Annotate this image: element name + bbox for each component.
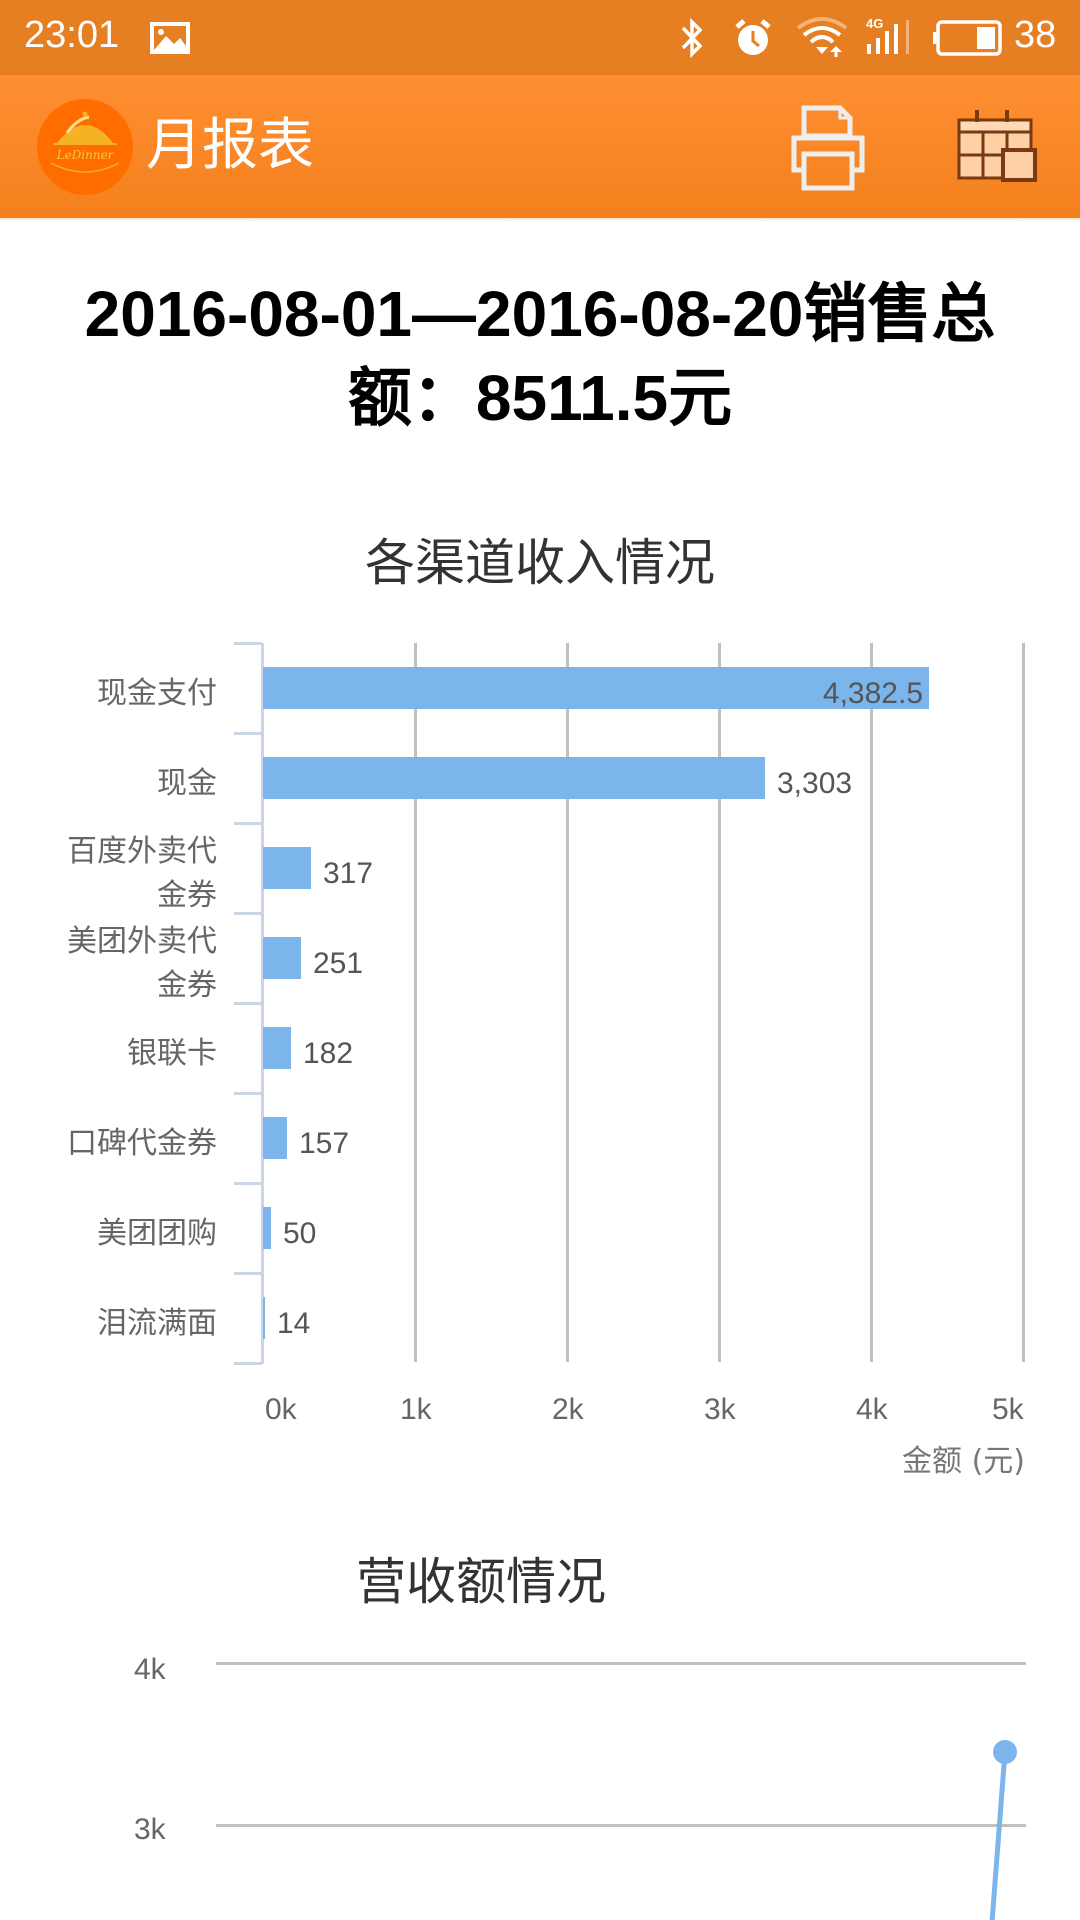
y-tick — [234, 642, 262, 645]
y-axis-line — [261, 643, 264, 1364]
gridline-3k — [718, 643, 721, 1362]
y-tick — [234, 1362, 262, 1365]
svg-text:LeDinner: LeDinner — [56, 148, 115, 162]
calendar-button[interactable] — [955, 108, 1039, 184]
chart2-title: 营收额情况 — [356, 1553, 606, 1611]
y-tick — [234, 732, 262, 735]
x-tick-label: 5k — [992, 1393, 1024, 1426]
gridline-1k — [414, 643, 417, 1362]
bar[interactable] — [263, 1117, 287, 1159]
category-label: 现金支付 — [97, 676, 217, 711]
sales-summary: 2016-08-01—2016-08-20销售总 额：8511.5元 — [0, 272, 1080, 440]
bar-value-label: 157 — [299, 1127, 350, 1160]
bar[interactable] — [263, 667, 929, 709]
bar-value-label: 4,382.5 — [822, 677, 923, 710]
gridline-5k — [1022, 643, 1025, 1362]
category-label: 银联卡 — [127, 1036, 217, 1071]
category-label-line: 金券 — [157, 968, 217, 1003]
chart1-title: 各渠道收入情况 — [365, 534, 715, 592]
category-label: 百度外卖代 金券 — [17, 830, 217, 918]
status-time: 23:01 — [24, 14, 120, 56]
data-point[interactable] — [993, 1740, 1017, 1764]
gridline-4k — [870, 643, 873, 1362]
signal-4g-icon: 4G — [864, 14, 922, 62]
y-tick-label-3k: 3k — [134, 1813, 166, 1846]
gridline-2k — [566, 643, 569, 1362]
category-label: 美团外卖代 金券 — [17, 920, 217, 1008]
category-label: 口碑代金券 — [67, 1126, 217, 1161]
bar[interactable] — [263, 937, 301, 979]
alarm-icon — [734, 18, 772, 62]
y-tick — [234, 822, 262, 825]
summary-line-2: 额：8511.5元 — [347, 362, 733, 434]
bar[interactable] — [263, 757, 765, 799]
app-toolbar — [0, 75, 1080, 218]
gridline-3k — [216, 1824, 1026, 1827]
category-label: 美团团购 — [97, 1216, 217, 1251]
y-tick — [234, 1002, 262, 1005]
category-label-line: 百度外卖代 — [67, 834, 217, 869]
bar-value-label: 50 — [283, 1217, 317, 1250]
wifi-icon — [796, 16, 848, 62]
bluetooth-icon — [680, 17, 704, 62]
image-icon — [150, 22, 190, 58]
ledinner-logo-icon: LeDinner — [50, 111, 120, 173]
bar-value-label: 3,303 — [777, 767, 853, 800]
category-label: 泪流满面 — [97, 1306, 217, 1341]
x-tick-label: 4k — [856, 1393, 888, 1426]
category-label-line: 美团外卖代 — [67, 924, 217, 959]
app-logo[interactable]: LeDinner — [37, 99, 133, 195]
x-tick-label: 2k — [552, 1393, 584, 1426]
bar-value-label: 14 — [277, 1307, 311, 1340]
calendar-icon — [957, 110, 1037, 182]
y-tick — [234, 1092, 262, 1095]
status-bar: 23:01 4G 38 — [0, 0, 1080, 75]
y-tick — [234, 912, 262, 915]
y-tick — [234, 1272, 262, 1275]
x-tick-label: 3k — [704, 1393, 736, 1426]
x-tick-label: 1k — [400, 1393, 432, 1426]
category-label: 现金 — [157, 766, 217, 801]
bar[interactable] — [263, 1027, 291, 1069]
page-title: 月报表 — [146, 113, 314, 178]
y-tick-label-4k: 4k — [134, 1653, 166, 1686]
bar-value-label: 251 — [313, 947, 364, 980]
gridline-4k — [216, 1662, 1026, 1665]
battery-percent: 38 — [1014, 14, 1057, 56]
bar-value-label: 182 — [303, 1037, 354, 1070]
print-button[interactable] — [786, 102, 870, 192]
summary-line-1: 2016-08-01—2016-08-20销售总 — [84, 278, 996, 350]
bar[interactable] — [263, 1297, 265, 1339]
printer-icon — [791, 105, 865, 191]
bar[interactable] — [263, 847, 311, 889]
battery-icon — [933, 20, 1003, 60]
x-axis-title: 金额 (元) — [902, 1444, 1025, 1479]
toolbar-shadow — [0, 218, 1080, 221]
category-label-line: 金券 — [157, 878, 217, 913]
x-tick-label: 0k — [265, 1393, 297, 1426]
bar-value-label: 317 — [323, 857, 374, 890]
svg-text:4G: 4G — [866, 16, 883, 31]
y-tick — [234, 1182, 262, 1185]
bar[interactable] — [263, 1207, 271, 1249]
